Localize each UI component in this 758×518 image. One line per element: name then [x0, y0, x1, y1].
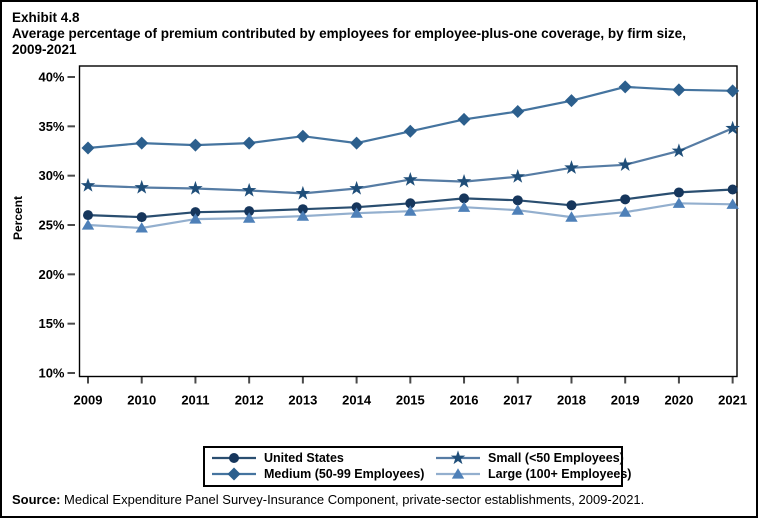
- large-firm-line-swatch: [436, 468, 480, 479]
- source-label: Source:: [12, 492, 61, 507]
- legend-item-large: Large (100+ Employees): [435, 466, 631, 482]
- plot-frame: [78, 65, 738, 378]
- united-states-line-swatch: [212, 453, 256, 463]
- small-firm-line-swatch: [436, 450, 480, 465]
- x-tick-label: 2012: [235, 393, 264, 408]
- y-tick-label: 30%: [38, 168, 64, 183]
- y-tick-label: 35%: [38, 119, 64, 134]
- x-tick-label: 2014: [342, 393, 372, 408]
- exhibit-number: Exhibit 4.8: [12, 10, 80, 25]
- x-tick-label: 2009: [74, 393, 103, 408]
- legend-item-small: Small (<50 Employees): [435, 450, 631, 466]
- y-tick-label: 25%: [38, 218, 64, 233]
- x-tick-label: 2015: [396, 393, 425, 408]
- x-axis: 2009 2010 2011 2012 2013 2014 2015 2016 2017 2018…: [74, 376, 747, 408]
- x-tick-label: 2017: [503, 393, 532, 408]
- x-tick-label: 2021: [718, 393, 747, 408]
- legend-label-large: Large (100+ Employees): [488, 467, 632, 481]
- source-note: Source: Medical Expenditure Panel Survey…: [12, 492, 644, 507]
- legend-label-small: Small (<50 Employees): [488, 451, 624, 465]
- x-tick-label: 2018: [557, 393, 586, 408]
- legend-item-medium: Medium (50-99 Employees): [211, 466, 435, 482]
- x-tick-label: 2020: [664, 393, 693, 408]
- series-markers: [81, 80, 740, 155]
- series-markers: [80, 120, 740, 200]
- source-text: Medical Expenditure Panel Survey-Insuran…: [60, 492, 645, 507]
- series-markers: [83, 184, 738, 223]
- x-tick-label: 2016: [450, 393, 479, 408]
- series-line: [87, 127, 734, 195]
- x-tick-label: 2011: [181, 393, 209, 408]
- x-tick-label: 2019: [611, 393, 640, 408]
- legend: United States Small (<50 Employees) Medi…: [203, 446, 631, 487]
- chart-title-line1: Average percentage of premium contribute…: [12, 26, 686, 41]
- y-tick-label: 15%: [38, 316, 64, 331]
- legend-item-united-states: United States: [211, 450, 435, 466]
- series-line: [87, 85, 733, 150]
- y-tick-label: 10%: [38, 366, 64, 381]
- legend-label-united-states: United States: [264, 451, 344, 465]
- chart-title: Exhibit 4.8 Average percentage of premiu…: [12, 10, 686, 58]
- y-tick-label: 40%: [38, 70, 64, 85]
- y-tick-label: 20%: [38, 267, 64, 282]
- x-tick-label: 2013: [288, 393, 317, 408]
- medium-firm-line-swatch: [212, 467, 256, 481]
- chart-title-line2: 2009-2021: [12, 42, 77, 57]
- y-axis: 40% 35% 30% 25% 20% 15% 10%: [38, 70, 75, 381]
- x-tick-label: 2010: [127, 393, 156, 408]
- line-chart: 40% 35% 30% 25% 20% 15% 10% 2009 2010 2011 2012 201…: [11, 65, 747, 408]
- series-markers: [81, 197, 739, 233]
- y-axis-title: Percent: [11, 196, 25, 240]
- legend-label-medium: Medium (50-99 Employees): [264, 467, 425, 481]
